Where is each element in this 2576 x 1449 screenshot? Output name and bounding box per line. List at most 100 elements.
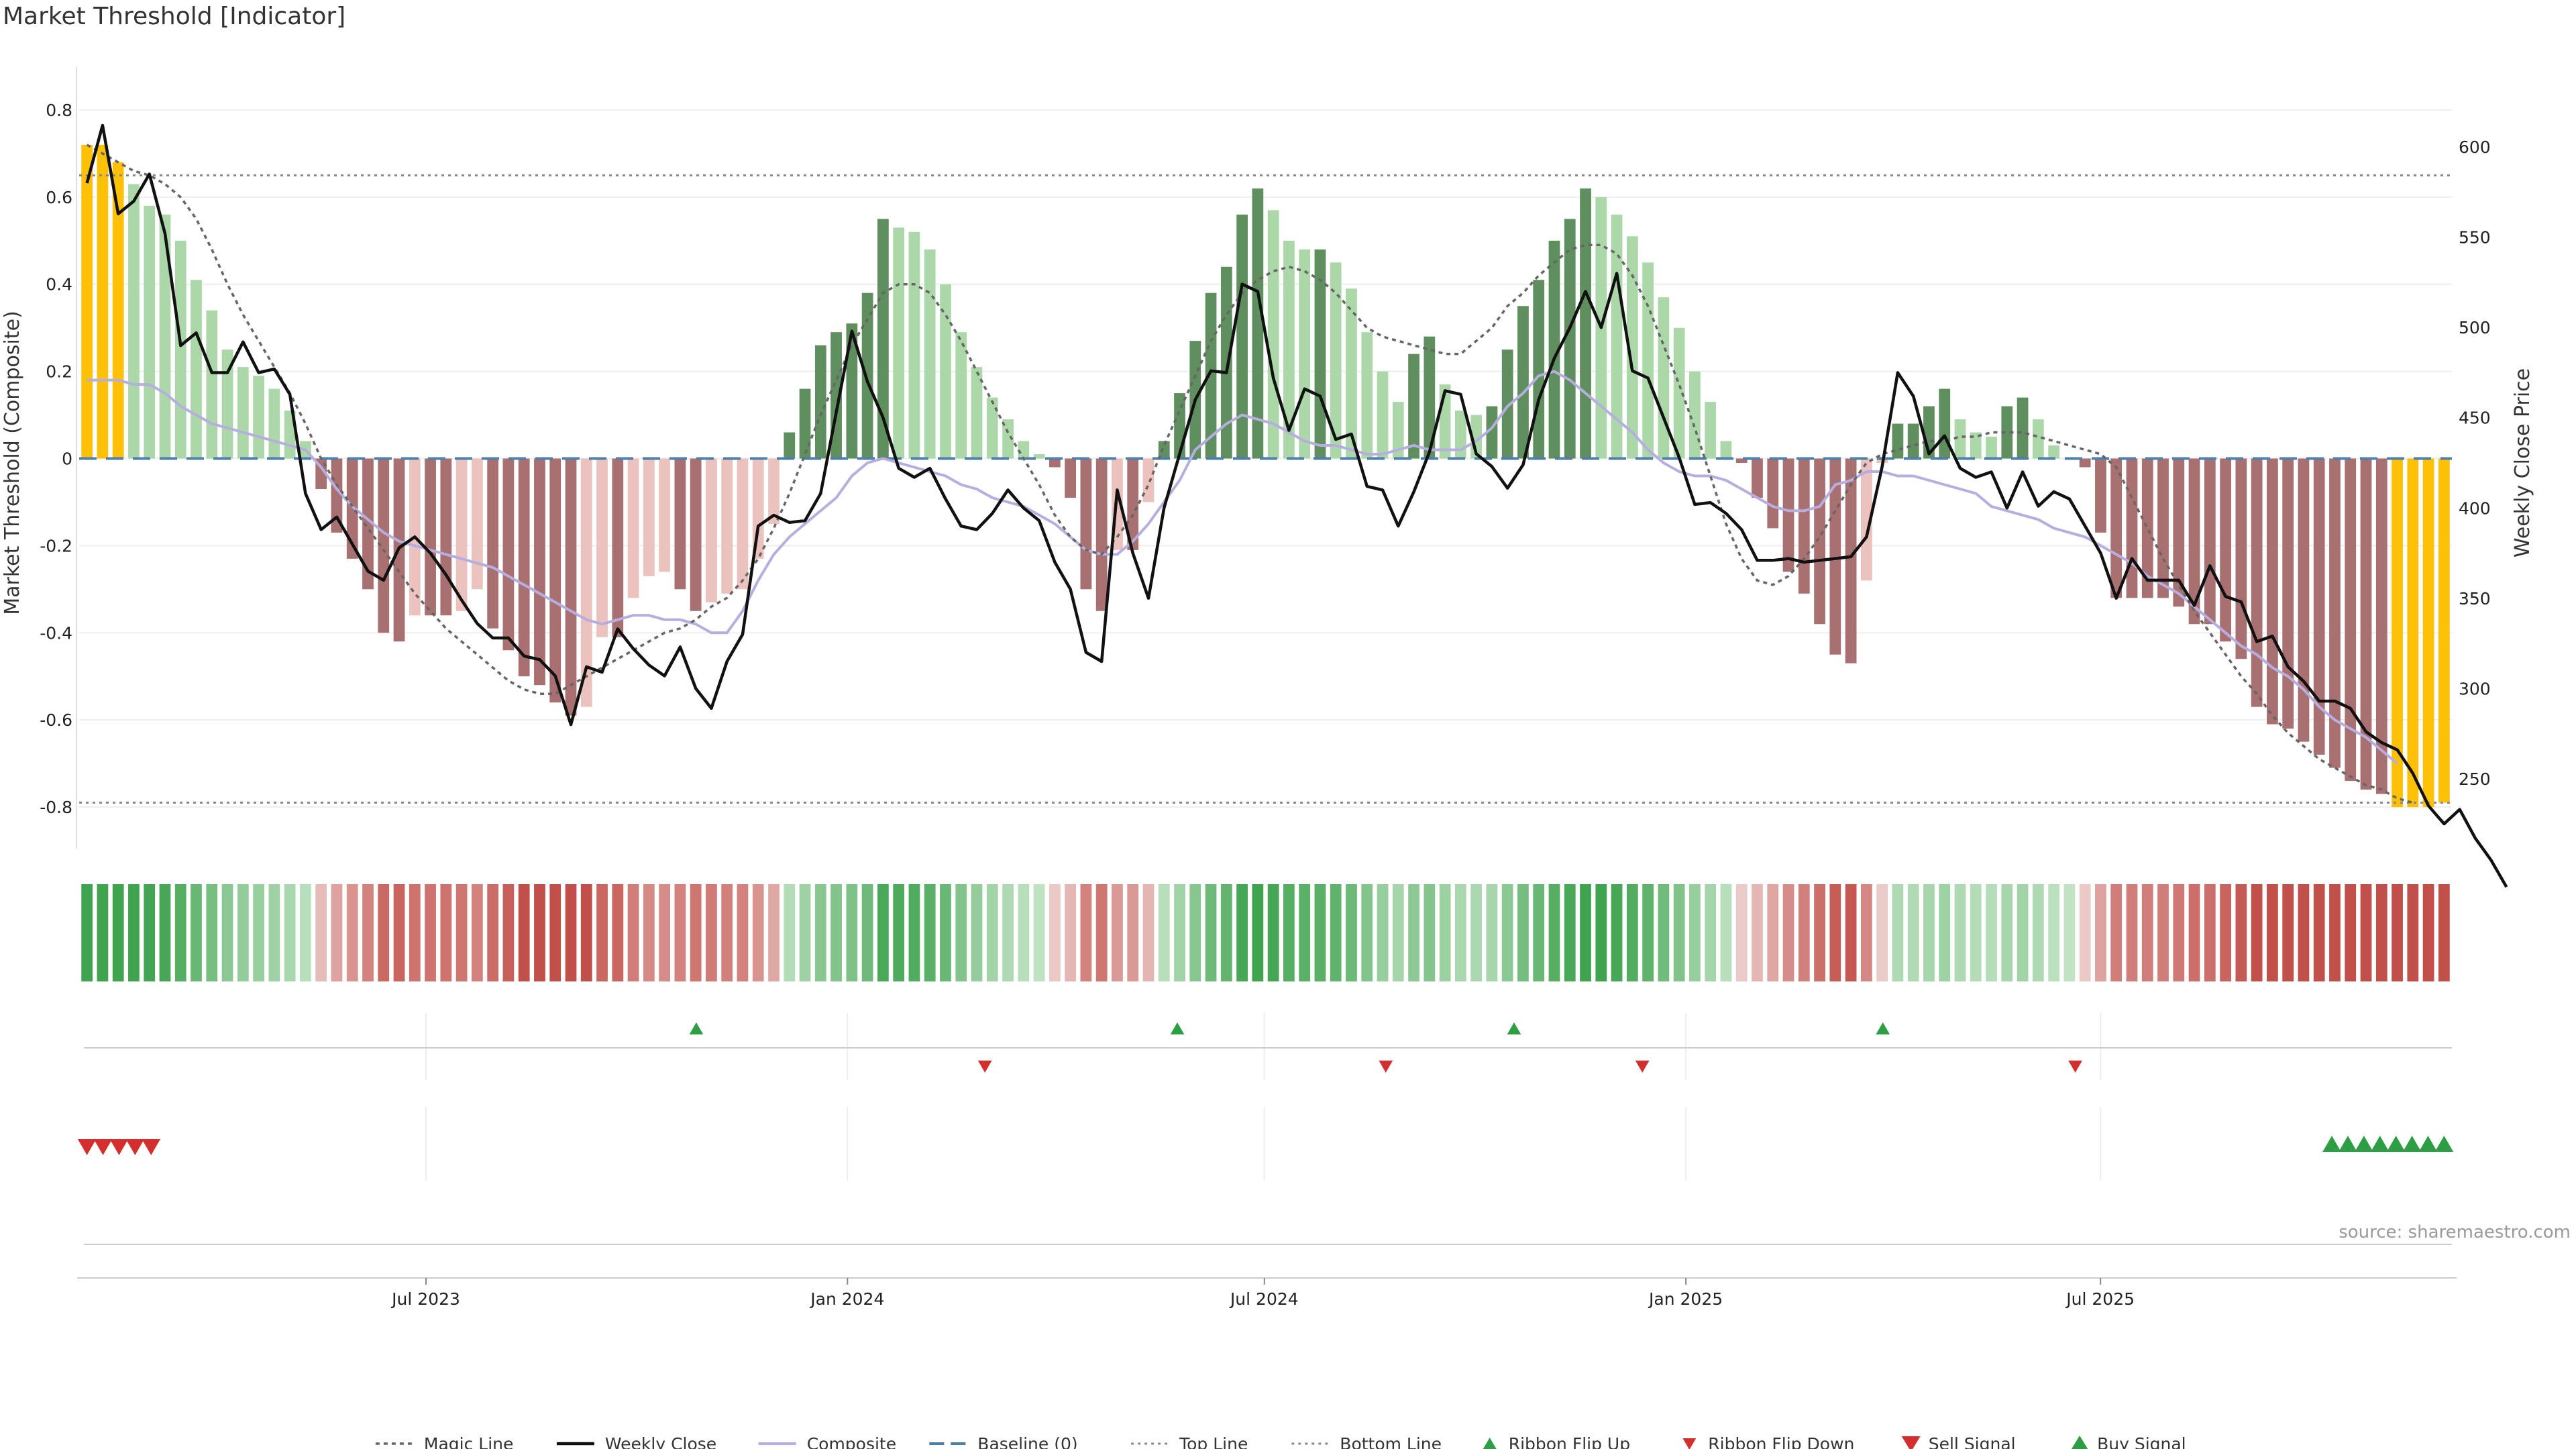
ribbon-cell [1439,884,1451,981]
composite-bar [1158,441,1170,459]
composite-bar [596,458,608,637]
composite-bar [1580,188,1591,459]
ribbon-cell [627,884,639,981]
composite-bar [378,458,390,633]
composite-bar [2298,458,2310,742]
composite-bar [908,231,920,459]
legend-item: Sell Signal [1901,1434,2016,1449]
ribbon-cell [565,884,577,981]
composite-bar [81,144,93,459]
composite-bar [2407,458,2419,808]
composite-bar [1611,214,1623,459]
ribbon-cell [1112,884,1123,981]
composite-bar [2126,458,2138,598]
ribbon-cell [2063,884,2076,981]
ribbon-cell [2204,884,2216,981]
ribbon-cell [1424,884,1436,981]
legend-item: Weekly Close [556,1434,716,1449]
ribbon-cell [144,884,156,981]
ribbon-cell [2375,884,2387,981]
right-tick-label: 300 [2459,679,2491,698]
ribbon-cell [612,884,624,981]
composite-line [87,370,2398,765]
ribbon-cell [300,884,311,981]
ribbon-cell [1673,884,1685,981]
ribbon-cell [2001,884,2013,981]
composite-bar [1892,423,1904,459]
ribbon-cell [1158,884,1170,981]
ribbon-cell [1189,884,1201,981]
composite-bar [1735,458,1748,463]
ribbon-cell [2267,884,2278,981]
ribbon-cell [1892,884,1904,981]
sell-signal-marker [125,1139,145,1155]
ribbon-cell [2251,884,2263,981]
composite-bar [1127,458,1139,550]
ribbon-cell [596,884,608,981]
left-tick-label: 0.8 [46,101,72,120]
composite-bar [1939,388,1951,459]
x-tick-label: Jul 2024 [1229,1289,1299,1309]
composite-bar [690,458,702,611]
ribbon-cell [1954,884,1966,981]
composite-bar [565,458,577,716]
ribbon-cell [1095,884,1108,981]
composite-bar [2095,458,2106,533]
composite-bar [1095,458,1108,611]
buy-signal-marker [2370,1136,2390,1152]
ribbon-cell [2017,884,2029,981]
composite-bar [643,458,655,576]
composite-bar [1798,458,1810,594]
composite-bar [253,376,264,459]
ribbon-cell [409,884,421,981]
composite-bar [2204,458,2216,625]
composite-bar [2422,458,2434,808]
ribbon-cell [378,884,390,981]
composite-bar [1658,297,1670,459]
composite-bar [1283,240,1295,459]
ribbon-cell [2282,884,2294,981]
composite-bar [721,458,733,594]
ribbon-cell [2157,884,2169,981]
ribbon-cell [1346,884,1357,981]
composite-bar [2032,419,2044,459]
composite-bar [2251,458,2263,707]
composite-bar [502,458,515,651]
ribbon-cell [1408,884,1419,981]
ribbon-cell [1454,884,1466,981]
ribbon-cell [1002,884,1014,981]
legend-label: Top Line [1179,1434,1248,1449]
ribbon-cell [2173,884,2185,981]
ribbon-cell [455,884,468,981]
ribbon-cell [2298,884,2310,981]
composite-bar [1814,458,1825,625]
legend-label: Ribbon Flip Up [1509,1434,1630,1449]
composite-bar [1501,350,1513,459]
composite-bar [1236,214,1248,459]
ribbon-cell [1580,884,1591,981]
composite-bar [2235,458,2247,659]
source-note: source: sharemaestro.com [2339,1222,2571,1242]
ribbon-cell [2048,884,2059,981]
composite-bar [799,388,811,459]
composite-bar [2048,445,2059,459]
ribbon-cell [1299,884,1311,981]
composite-bar [955,332,967,459]
composite-bar [2173,458,2185,607]
ribbon-cell [1595,884,1607,981]
composite-bar [1486,406,1498,459]
composite-bar [924,249,936,459]
right-tick-label: 600 [2459,138,2491,157]
ribbon-cell [2438,884,2450,981]
composite-bar [986,397,998,459]
ribbon-cell [814,884,826,981]
ribbon-cell [737,884,749,981]
composite-bar [580,458,592,707]
legend-item: Top Line [1131,1434,1248,1449]
ribbon-cell [1611,884,1623,981]
composite-bar [440,458,452,616]
composite-bar [784,432,796,459]
buy-signal-marker [2386,1136,2406,1152]
composite-bar [2329,458,2341,768]
composite-bar [1845,458,1857,663]
